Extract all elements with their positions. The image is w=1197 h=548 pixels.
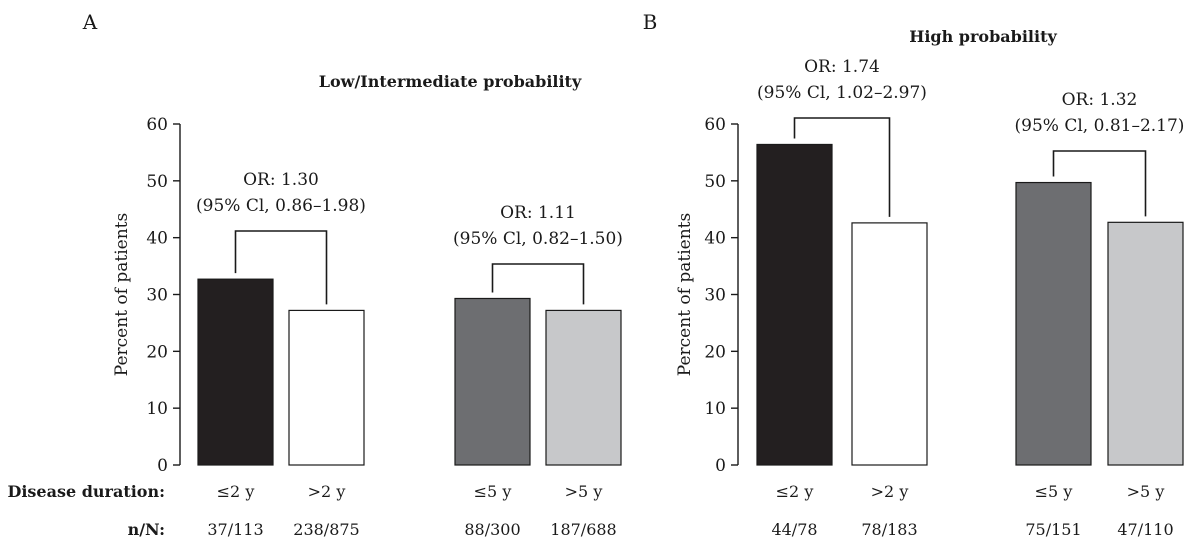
panel-a-or-value: OR: 1.11 [500,203,576,223]
panel-b-nn-label: 47/110 [1117,520,1173,539]
panel-b-nn-label: 75/151 [1025,520,1081,539]
panel-a-or-bracket [491,263,585,305]
panel-b-nn-label: 78/183 [861,520,917,539]
row-label-nn: n/N: [128,520,165,539]
panel-b-y-tick-label: 60 [704,115,726,135]
panel-a-y-axis-title: Percent of patients [112,213,132,376]
panel-a-y-tick-label: 0 [157,456,168,476]
panel-b-or-ci: (95% Cl, 0.81–2.17) [1015,116,1185,136]
panel-b-category-label: >5 y [1127,482,1165,501]
panel-a-nn-label: 238/875 [293,520,359,539]
panel-b-bar [756,143,833,466]
panel-a-bar [288,309,365,466]
panel-a-category-label: ≤2 y [217,482,255,501]
panel-b-category-label: ≤2 y [776,482,814,501]
panel-a-y-tick-label: 40 [146,229,168,249]
row-label-duration: Disease duration: [7,482,165,501]
panel-b-bar [1107,221,1184,466]
panel-b-y-tick-label: 40 [704,229,726,249]
panel-b-y-tick-label: 50 [704,172,726,192]
panel-b-bar [1015,181,1092,466]
panel-a-nn-label: 88/300 [464,520,520,539]
panel-b-or-value: OR: 1.32 [1062,90,1138,110]
panel-b-y-tick-label: 30 [704,286,726,306]
panel-b-or-bracket [1052,150,1147,217]
panel-a-or-bracket [234,230,328,305]
panel-a-bar [454,297,531,466]
panel-b-y-axis-title: Percent of patients [675,213,695,376]
panel-a-title: Low/Intermediate probability [319,72,582,91]
panel-b-or-bracket [793,117,891,217]
panel-a-category-label: ≤5 y [474,482,512,501]
panel-a-y-tick-label: 30 [146,286,168,306]
panel-a-nn-label: 187/688 [550,520,616,539]
panel-b-title: High probability [909,27,1057,46]
panel-a-label: A [82,10,98,34]
panel-a-y-tick-label: 10 [146,399,168,419]
panel-b-nn-label: 44/78 [771,520,817,539]
panel-a-or-ci: (95% Cl, 0.82–1.50) [453,229,623,249]
panel-a-category-label: >5 y [565,482,603,501]
panel-a-y-tick-label: 60 [146,115,168,135]
panel-a-nn-label: 37/113 [207,520,263,539]
panel-b-y-tick-label: 20 [704,342,726,362]
panel-a-or-ci: (95% Cl, 0.86–1.98) [196,196,366,216]
panel-b-y-tick-label: 0 [715,456,726,476]
panel-b-category-label: ≤5 y [1035,482,1073,501]
panel-a-bar [545,309,622,466]
panel-b-bar [851,222,928,466]
panel-a-y-tick-label: 20 [146,342,168,362]
panel-a-y-tick-label: 50 [146,172,168,192]
panel-b-y-tick-label: 10 [704,399,726,419]
panel-b-label: B [643,10,658,34]
panel-b-category-label: >2 y [871,482,909,501]
panel-a-category-label: >2 y [308,482,346,501]
panel-a-or-value: OR: 1.30 [243,170,319,190]
panel-a-bar [197,278,274,466]
panel-b-or-value: OR: 1.74 [804,57,880,77]
panel-b-or-ci: (95% Cl, 1.02–2.97) [757,83,927,103]
